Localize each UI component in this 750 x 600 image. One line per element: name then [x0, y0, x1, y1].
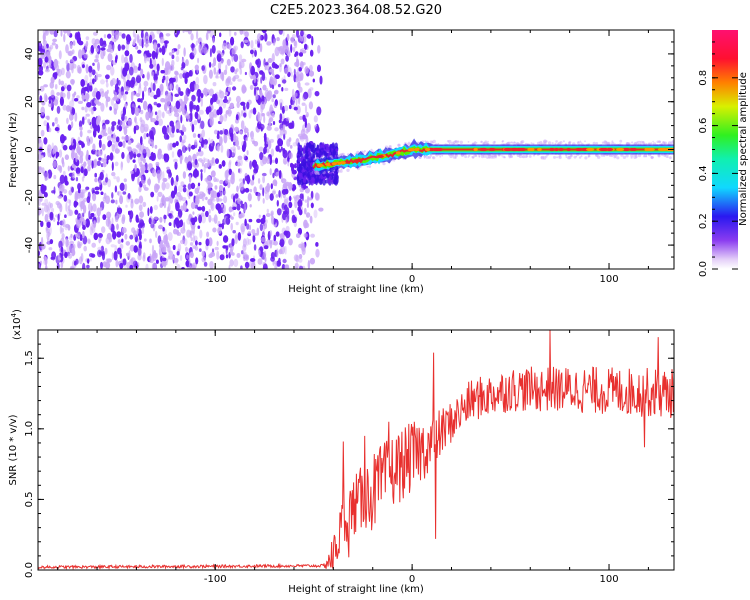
y-tick-label: 40 [24, 48, 35, 61]
spectrogram-y-ticks: -40 -20 0 20 40 [24, 29, 674, 270]
y-tick-label: 0.5 [24, 491, 35, 507]
y-tick-label: 1.5 [24, 350, 35, 366]
colorbar-gradient [712, 30, 738, 269]
colorbar-tick-label: 0.8 [698, 70, 709, 86]
snr-y-ticks: 0.0 0.5 1.0 1.5 [24, 343, 674, 578]
spectrogram-x-axis-label: Height of straight line (km) [288, 284, 424, 295]
y-tick-label: 0.0 [24, 562, 35, 578]
snr-x-axis-label: Height of straight line (km) [288, 584, 424, 595]
x-tick-label: 0 [409, 574, 415, 585]
spectrogram-y-axis-label: Frequency (Hz) [8, 112, 19, 188]
snr-frame [37, 329, 675, 571]
y-tick-label: 1.0 [24, 421, 35, 437]
snr-multiplier-label: (x104) [10, 309, 23, 340]
y-tick-label: -40 [24, 237, 35, 253]
y-tick-label: 0 [24, 146, 35, 152]
y-tick-label: -20 [24, 189, 35, 205]
x-tick-label: -100 [204, 574, 227, 585]
snr-series-line [37, 329, 674, 571]
colorbar-label: Normalized spectral amplitude [738, 72, 749, 226]
y-tick-label: 20 [24, 95, 35, 108]
colorbar-ticks: 0.0 0.2 0.4 0.6 0.8 [698, 41, 738, 277]
spectrogram-panel: -100 0 100 -40 -20 0 20 40 Height of straight … [8, 29, 675, 295]
colorbar: 0.0 0.2 0.4 0.6 0.8 Normalized spectral ampl… [698, 30, 749, 277]
spectrogram-x-ticks: -100 0 100 [57, 30, 649, 285]
colorbar-tick-label: 0.4 [698, 165, 709, 181]
snr-panel: -100 0 100 0.0 0.5 1.0 1.5 Height of straight… [8, 309, 675, 595]
spectrogram-image [38, 30, 674, 269]
figure-title: C2E5.2023.364.08.52.G20 [270, 3, 442, 18]
colorbar-tick-label: 0.0 [698, 261, 709, 277]
snr-y-axis-label: SNR (10 * v/v) [8, 414, 19, 485]
snr-x-ticks: -100 0 100 [57, 330, 649, 585]
x-tick-label: 100 [599, 574, 618, 585]
x-tick-label: 100 [599, 274, 618, 285]
colorbar-tick-label: 0.2 [698, 213, 709, 229]
x-tick-label: 0 [409, 274, 415, 285]
colorbar-tick-label: 0.6 [698, 118, 709, 134]
x-tick-label: -100 [204, 274, 227, 285]
